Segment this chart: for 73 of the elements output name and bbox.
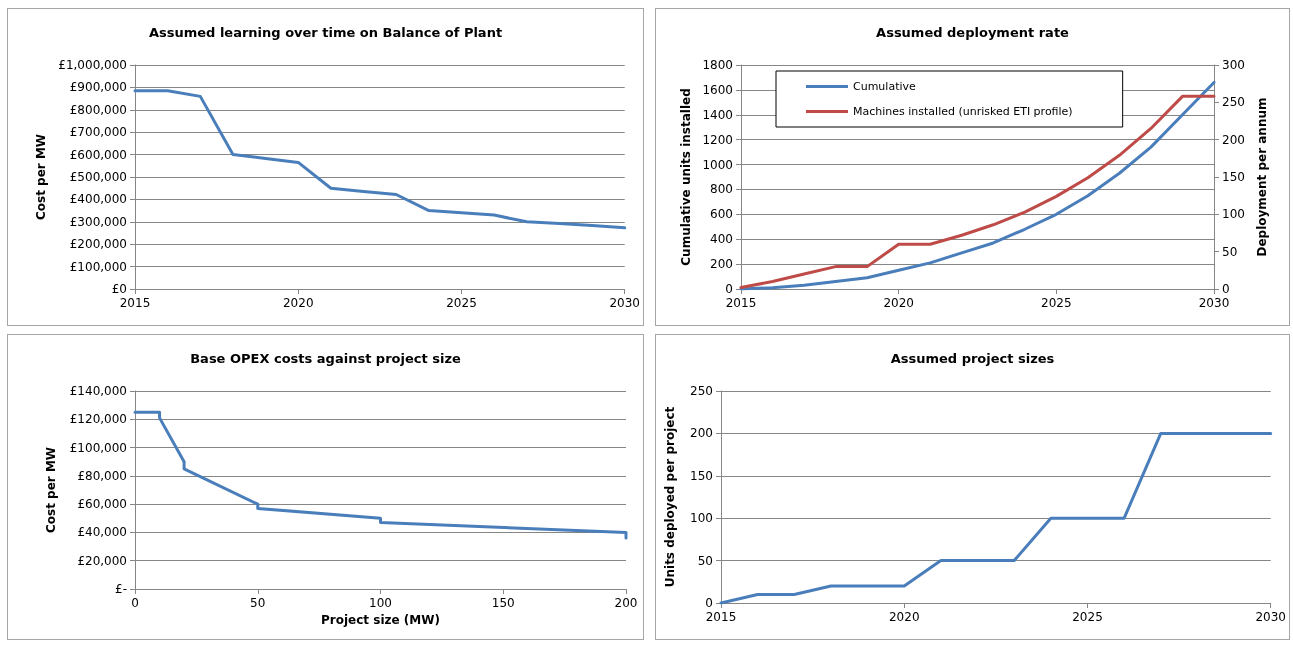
x-tick-label: 2020 (282, 296, 314, 310)
x-tick-label: 50 (250, 596, 266, 610)
y-tick-label: 1400 (702, 107, 733, 122)
legend-label: Machines installed (unrisked ETI profile) (853, 105, 1073, 118)
y-tick-label: £60,000 (77, 497, 127, 512)
y-tick-label: £40,000 (77, 525, 127, 540)
chart-title: Assumed project sizes (890, 351, 1055, 366)
x-tick-label: 2025 (1072, 610, 1103, 624)
y-tick-label: £100,000 (69, 259, 127, 274)
y-tick-label: £100,000 (69, 440, 127, 455)
x-tick-label: 0 (131, 596, 139, 610)
x-tick-label: 2020 (888, 610, 920, 624)
y2-tick-label: 250 (1222, 95, 1245, 110)
x-tick-label: 200 (614, 596, 638, 610)
x-tick-label: 2030 (1198, 296, 1230, 310)
y2-tick-label: 100 (1222, 207, 1245, 222)
y-axis-title: Cost per MW (44, 446, 58, 534)
y-tick-label: 600 (710, 207, 733, 222)
line-series (133, 89, 627, 230)
x-axis-title: Project size (MW) (321, 612, 440, 627)
y-tick-label: £120,000 (69, 412, 127, 427)
y-tick-label: 1000 (702, 157, 733, 172)
y2-tick-label: 200 (1222, 132, 1245, 147)
x-tick-label: 150 (491, 596, 515, 610)
y-tick-label: 0 (725, 282, 733, 296)
legend-label: Cumulative (853, 80, 917, 93)
x-tick-label: 2030 (1255, 610, 1286, 624)
chart-title: Base OPEX costs against project size (190, 351, 461, 366)
y-tick-label: £140,000 (69, 384, 127, 398)
y-tick-label: 100 (690, 511, 713, 526)
y-axis-title: Cumulative units installed (678, 88, 693, 266)
y-axis-title: Cost per MW (34, 133, 49, 221)
y-tick-label: £900,000 (69, 80, 127, 95)
y-tick-label: £400,000 (69, 192, 127, 207)
y-tick-label: £600,000 (69, 147, 127, 162)
y-tick-label: 250 (690, 384, 713, 398)
y-tick-label: £700,000 (69, 125, 127, 140)
x-tick-label: 100 (369, 596, 392, 610)
y-tick-label: 200 (710, 257, 733, 272)
y-tick-label: 150 (690, 468, 713, 483)
y2-tick-label: 0 (1222, 282, 1230, 296)
y-tick-label: 50 (697, 553, 713, 568)
y-tick-label: 1800 (702, 58, 733, 72)
x-tick-label: 2030 (609, 296, 640, 310)
y-tick-label: £- (115, 582, 127, 596)
y-tick-label: £20,000 (77, 553, 127, 568)
y-tick-label: 1200 (702, 132, 733, 147)
x-tick-label: 2015 (705, 610, 737, 624)
y-tick-label: £0 (111, 282, 127, 296)
line-series (719, 431, 1273, 605)
line-series (133, 410, 628, 540)
x-tick-label: 2025 (446, 296, 477, 310)
y-tick-label: 400 (710, 232, 733, 247)
chart-title: Assumed learning over time on Balance of Plant (148, 25, 503, 40)
y-tick-label: 800 (710, 182, 733, 197)
y-axis-title: Units deployed per project (663, 406, 677, 588)
y-tick-label: £1,000,000 (58, 58, 127, 72)
y2-tick-label: 50 (1222, 244, 1238, 259)
y-tick-label: £200,000 (69, 237, 127, 252)
y-tick-label: £80,000 (77, 468, 127, 483)
chart-title: Assumed deployment rate (876, 25, 1070, 40)
y2-tick-label: 150 (1222, 170, 1245, 184)
x-tick-label: 2025 (1041, 296, 1072, 310)
y2-axis-title: Deployment per annum (1254, 97, 1269, 257)
y-tick-label: £800,000 (69, 102, 127, 117)
y-tick-label: £300,000 (69, 214, 127, 229)
x-tick-label: 2020 (883, 296, 914, 310)
x-tick-label: 2015 (119, 296, 151, 310)
y-tick-label: 1600 (702, 82, 733, 97)
y-tick-label: £500,000 (69, 170, 127, 184)
y2-tick-label: 300 (1222, 58, 1245, 72)
x-tick-label: 2015 (725, 296, 757, 310)
y-tick-label: 200 (690, 426, 713, 441)
